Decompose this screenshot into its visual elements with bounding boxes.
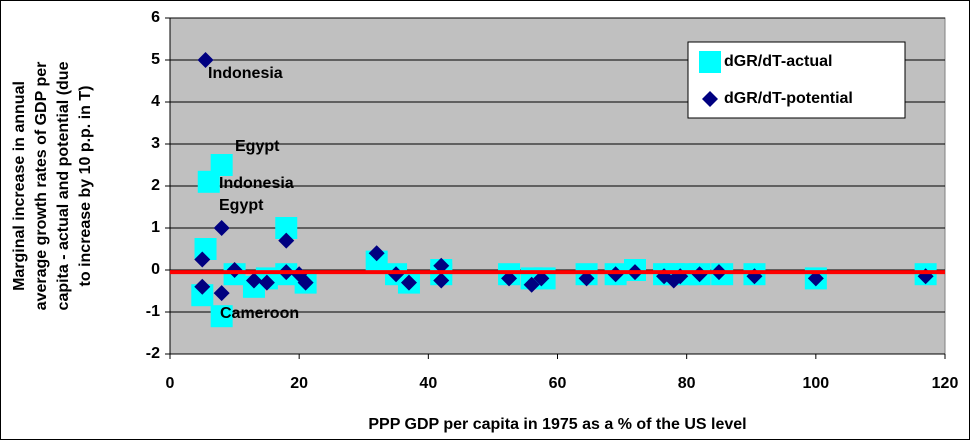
- legend-label: dGR/dT-potential: [724, 90, 853, 107]
- y-tick-label: -1: [146, 303, 160, 320]
- y-tick-label: 3: [151, 135, 160, 152]
- square-marker: [275, 217, 298, 239]
- diamond-marker: [278, 232, 295, 249]
- diamond-marker: [245, 272, 262, 289]
- y-axis-title: to increase by 10 p.p. in T): [77, 86, 94, 287]
- diamond-marker: [433, 272, 450, 289]
- x-tick-label: 40: [419, 375, 437, 392]
- diamond-marker: [194, 251, 211, 268]
- x-tick-label: 60: [549, 375, 567, 392]
- diamond-marker: [368, 245, 385, 262]
- y-tick-label: 6: [151, 9, 160, 26]
- y-tick-label: 4: [151, 93, 160, 110]
- x-tick-label: 20: [290, 375, 308, 392]
- annotation: Egypt: [219, 197, 264, 214]
- y-tick-label: 5: [151, 51, 160, 68]
- square-marker: [210, 305, 233, 328]
- diamond-marker: [433, 257, 450, 274]
- annotation: Indonesia: [208, 65, 283, 82]
- annotation: Indonesia: [219, 175, 294, 192]
- square-marker: [210, 154, 233, 176]
- diamond-marker: [702, 91, 718, 107]
- x-tick-label: 100: [802, 375, 829, 392]
- square-marker: [197, 170, 220, 193]
- diamond-marker: [533, 270, 550, 287]
- y-tick-label: 1: [151, 219, 160, 236]
- annotation: Cameroon: [220, 305, 299, 322]
- x-axis-title: PPP GDP per capita in 1975 as a % of the…: [368, 416, 746, 433]
- diamond-marker: [807, 270, 824, 287]
- diamond-marker: [297, 274, 314, 291]
- diamond-marker: [213, 220, 230, 236]
- diamond-marker: [578, 270, 595, 287]
- y-tick-label: 0: [151, 261, 160, 278]
- annotation: Egypt: [235, 138, 280, 155]
- square-marker: [191, 284, 214, 307]
- x-tick-label: 80: [678, 375, 696, 392]
- diamond-marker: [258, 274, 275, 291]
- legend-box: [687, 41, 906, 119]
- x-tick-label: 0: [166, 375, 175, 392]
- diamond-marker: [400, 274, 417, 291]
- diamond-marker: [194, 278, 211, 295]
- legend-label: dGR/dT-actual: [724, 53, 832, 70]
- square-marker: [365, 250, 388, 273]
- diamond-marker: [197, 52, 214, 68]
- y-tick-label: -2: [146, 345, 160, 362]
- diamond-marker: [501, 270, 518, 287]
- x-tick-label: 120: [932, 375, 959, 392]
- y-axis-title: capita - actual and potential (due: [55, 61, 72, 310]
- y-axis-title: Marginal increase in annual: [11, 81, 28, 291]
- diamond-marker: [213, 285, 230, 302]
- y-axis-title: average growth rates of GDP per: [33, 62, 50, 311]
- y-tick-label: 2: [151, 177, 160, 194]
- square-marker: [699, 51, 721, 73]
